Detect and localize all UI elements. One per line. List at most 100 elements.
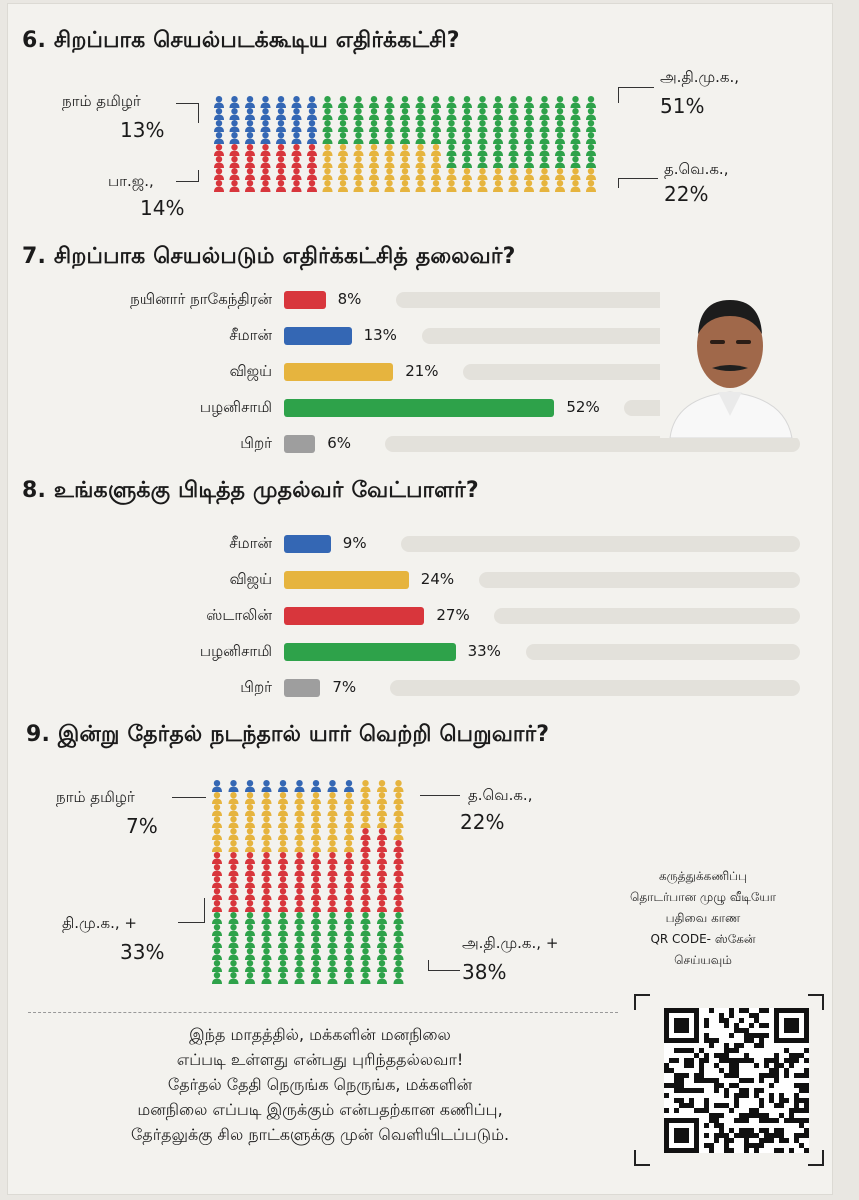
admk-person-icon [586,144,596,156]
admk-person-icon [477,120,488,132]
dmk-person-icon [294,864,305,876]
admk-person-icon [278,972,288,984]
ntk-person-icon [260,96,271,108]
bjp-person-icon [276,156,286,168]
q6-leader-ntk [176,103,198,104]
dmk-person-icon [327,852,338,864]
tvk-person-icon [360,780,371,792]
q7-bar [284,363,394,381]
tvk-person-icon [431,180,441,192]
tvk-person-icon [322,144,333,156]
dmk-person-icon [245,852,255,864]
dmk-person-icon [344,888,354,900]
admk-person-icon [555,96,565,108]
admk-person-icon [393,948,404,960]
admk-person-icon [338,120,348,132]
admk-person-icon [369,108,379,120]
dmk-person-icon [360,852,371,864]
tvk-person-icon [393,816,404,828]
admk-person-icon [431,108,441,120]
q7-bar-value: 21% [405,362,439,380]
admk-person-icon [393,936,404,948]
admk-person-icon [228,912,239,924]
admk-person-icon [508,120,519,132]
dmk-person-icon [377,864,387,876]
q8-ghost-text [525,644,800,660]
admk-person-icon [327,972,338,984]
ntk-person-icon [307,96,317,108]
dmk-person-icon [245,864,255,876]
admk-person-icon [360,972,371,984]
admk-person-icon [384,120,395,132]
tvk-person-icon [294,804,305,816]
ntk-person-icon [344,780,354,792]
tvk-person-icon [212,816,222,828]
dmk-person-icon [377,876,387,888]
tvk-person-icon [261,816,272,828]
admk-person-icon [493,132,503,144]
dmk-person-icon [261,852,272,864]
q9-value-dmk: 33% [120,940,165,964]
dmk-person-icon [294,888,305,900]
bjp-person-icon [245,180,255,192]
q6-waffle-chart [214,96,596,192]
dmk-person-icon [228,852,239,864]
tvk-person-icon [431,168,441,180]
bjp-person-icon [276,168,286,180]
q7-bar-label: விஜய் [229,362,272,380]
dmk-person-icon [212,876,222,888]
tvk-person-icon [338,180,348,192]
ntk-person-icon [276,108,286,120]
tvk-person-icon [338,144,348,156]
q8-bar-label: பிறர் [240,678,272,696]
q9-leader-tvk [420,795,460,796]
tvk-person-icon [369,156,379,168]
ntk-person-icon [276,120,286,132]
tvk-person-icon [415,180,426,192]
q6-title: 6. சிறப்பாக செயல்படக்கூடிய எதிர்க்கட்சி? [22,28,460,53]
tvk-person-icon [393,780,404,792]
ntk-person-icon [276,96,286,108]
dmk-person-icon [261,888,272,900]
ntk-person-icon [276,132,286,144]
bjp-person-icon [260,144,271,156]
admk-person-icon [311,948,321,960]
q6-value-tvk: 22% [664,182,709,206]
footer-divider [28,1012,618,1013]
qr-line: பதிவை காண [665,911,741,925]
dmk-person-icon [245,888,255,900]
admk-person-icon [477,132,488,144]
q7-bar [284,399,555,417]
dmk-person-icon [377,828,387,840]
tvk-person-icon [294,792,305,804]
footer-line: எப்படி உள்ளது என்பது புரிந்ததல்லவா! [176,1050,464,1069]
admk-person-icon [539,132,550,144]
admk-person-icon [278,924,288,936]
dmk-person-icon [393,864,404,876]
admk-person-icon [415,96,426,108]
admk-person-icon [431,120,441,132]
admk-person-icon [384,96,395,108]
q7-bar-value: 52% [566,398,600,416]
admk-person-icon [344,924,354,936]
tvk-person-icon [344,840,354,852]
admk-person-icon [508,132,519,144]
q6-leader-bjp [176,181,198,182]
admk-person-icon [400,120,410,132]
q6-label-admk: அ.தி.மு.க., [660,68,740,86]
qr-corner [634,994,650,1010]
q8-bar [284,535,331,553]
qr-code-frame[interactable] [634,994,824,1166]
admk-person-icon [462,96,472,108]
admk-person-icon [377,912,387,924]
ntk-person-icon [278,780,288,792]
dmk-person-icon [278,900,288,912]
admk-person-icon [539,96,550,108]
bjp-person-icon [307,156,317,168]
admk-person-icon [294,924,305,936]
admk-person-icon [311,972,321,984]
qr-instructions: கருத்துக்கணிப்பு தொடர்பான முழு வீடியோ பத… [618,866,788,971]
admk-person-icon [311,912,321,924]
qr-line: QR CODE- ஸ்கேன் [650,932,756,946]
q9-label-tvk: த.வெ.க., [468,786,533,804]
